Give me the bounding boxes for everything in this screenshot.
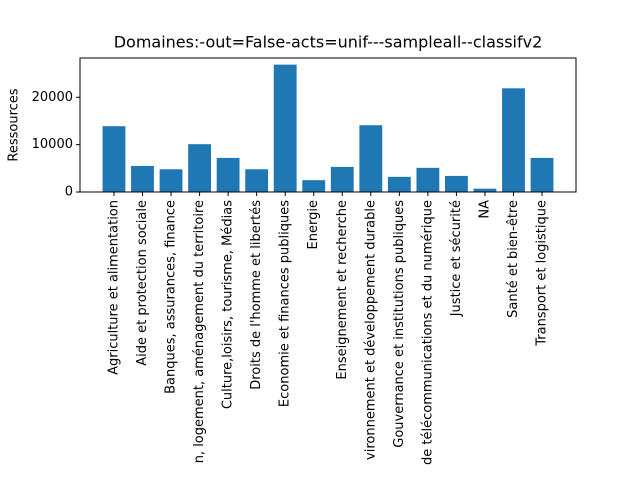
bar <box>273 64 297 192</box>
x-tick-label: Transport et logistique <box>535 200 550 347</box>
plot-frame <box>79 57 577 193</box>
y-tick-label: 20000 <box>32 90 73 105</box>
bar <box>445 175 468 192</box>
bar <box>159 169 183 192</box>
x-tick-label: Enseignement et recherche <box>335 200 350 380</box>
x-tick-label: Gouvernance et institutions publiques <box>392 200 407 448</box>
x-tick-label: Droits de l'homme et libertés <box>249 200 264 390</box>
x-tick-label: NA <box>477 200 492 219</box>
y-tick-label: 10000 <box>32 137 73 152</box>
bar <box>387 176 411 192</box>
y-tick-label: 0 <box>65 185 73 200</box>
x-tick-label: n, logement, aménagement du territoire <box>192 200 207 463</box>
bar <box>359 125 383 192</box>
x-tick-label: Banques, assurances, finance <box>164 200 179 394</box>
x-tick-label: Santé et bien-être <box>506 200 521 318</box>
x-tick-label: de télécommunications et du numérique <box>420 200 435 465</box>
bar <box>302 180 326 192</box>
x-tick-label: vironnement et développement durable <box>363 200 378 460</box>
bar <box>131 165 154 192</box>
bar <box>216 157 240 192</box>
x-tick-label: Aide et protection sociale <box>135 200 150 366</box>
bar <box>330 166 354 192</box>
x-tick-label: Energie <box>306 200 321 249</box>
bar <box>416 167 440 192</box>
bar <box>502 88 525 192</box>
bar <box>102 126 126 192</box>
y-axis-label: Ressources <box>7 88 22 161</box>
x-tick-label: Justice et sécurité <box>449 200 464 317</box>
bar <box>530 157 554 192</box>
x-tick-label: Agriculture et alimentation <box>106 200 121 375</box>
x-tick-label: Economie et finances publiques <box>278 200 293 407</box>
chart-title: Domaines:-out=False-acts=unif---sampleal… <box>114 33 543 52</box>
bar <box>188 144 211 192</box>
x-tick-label: Culture,loisirs, tourisme, Médias <box>221 200 236 409</box>
bar <box>245 169 269 192</box>
bar <box>473 188 497 192</box>
